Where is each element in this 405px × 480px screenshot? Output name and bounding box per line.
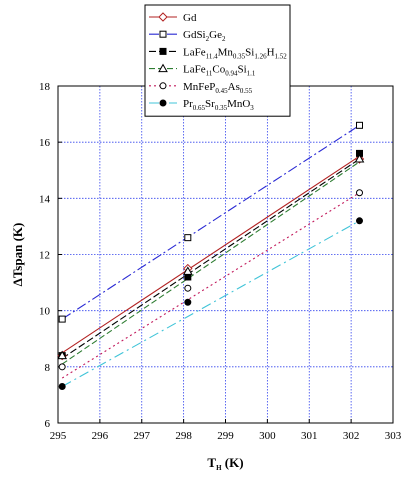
y-tick-label: 14	[39, 193, 51, 205]
series-line-3	[61, 161, 360, 365]
marker-square	[184, 234, 192, 242]
marker-circle	[159, 82, 167, 90]
y-tick-label: 18	[39, 81, 51, 93]
marker-circle-filled	[159, 99, 167, 107]
x-tick-label: 298	[175, 430, 192, 442]
x-tick-label: 301	[301, 430, 318, 442]
y-axis: 6 8 10 12 14 16 18	[39, 81, 62, 430]
legend-box	[144, 4, 291, 117]
grid	[58, 86, 393, 423]
series-line-5	[61, 220, 360, 387]
y-tick-label: 8	[45, 362, 51, 374]
legend-label: LaFe11Co0.94Si1.1	[183, 64, 256, 78]
x-tick-label: 302	[343, 430, 360, 442]
marker-square	[58, 315, 66, 323]
marker-circle-filled	[184, 298, 192, 306]
y-axis-label: ΔTspan (K)	[10, 223, 25, 287]
legend-label: Pr0.65Sr0.35MnO3	[183, 98, 254, 112]
marker-circle	[184, 284, 192, 292]
marker-triangle	[57, 350, 68, 360]
series-line-1	[61, 124, 360, 320]
series-points	[57, 121, 365, 390]
y-tick-label: 10	[39, 306, 51, 318]
x-tick-label: 296	[92, 430, 109, 442]
x-tick-label: 299	[217, 430, 234, 442]
marker-diamond	[158, 12, 168, 22]
marker-triangle	[182, 266, 193, 275]
series-lines	[61, 124, 360, 387]
x-tick-label: 297	[134, 430, 151, 442]
marker-circle	[356, 189, 363, 197]
marker-square	[159, 30, 167, 38]
marker-triangle	[354, 154, 365, 163]
x-tick-label: 295	[50, 430, 67, 442]
marker-square-filled	[184, 273, 192, 281]
series-line-4	[61, 192, 360, 379]
series-line-0	[61, 155, 360, 354]
x-axis-label: TH (K)	[207, 455, 243, 472]
legend-label: MnFeP0.45As0.55	[183, 81, 253, 95]
legend-label: GdSi2Ge2	[183, 29, 226, 43]
series-line-2	[61, 158, 360, 359]
marker-square-filled	[159, 47, 167, 55]
legend-label: Gd	[183, 12, 197, 24]
legend-label: LaFe11.4Mn0.35Si1.26H1.52	[183, 46, 287, 60]
marker-circle	[58, 363, 66, 371]
y-tick-label: 6	[45, 418, 51, 430]
x-tick-label: 303	[385, 430, 402, 442]
marker-circle-filled	[356, 217, 363, 225]
x-axis: 295 296 297 298 299 300 301 302 303	[50, 419, 402, 442]
marker-triangle	[158, 63, 168, 73]
legend: Gd GdSi2Ge2 LaFe11.4Mn0.35Si1.26H1.52 LaFe1…	[144, 4, 291, 117]
marker-circle-filled	[58, 382, 66, 390]
y-tick-label: 16	[39, 137, 51, 149]
y-tick-label: 12	[39, 250, 50, 262]
x-tick-label: 300	[259, 430, 276, 442]
marker-square	[356, 121, 363, 129]
